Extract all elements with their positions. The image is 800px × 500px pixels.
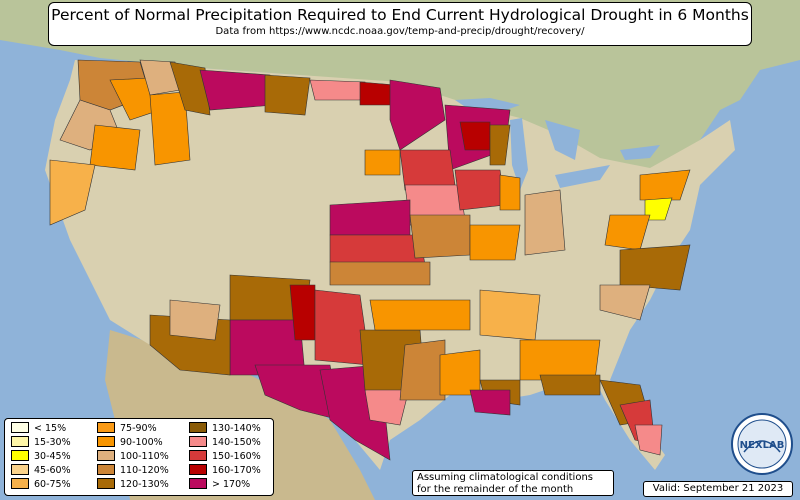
legend-item: 160-170%	[189, 464, 261, 477]
legend-item: 15-30%	[11, 436, 71, 449]
valid-date: Valid: September 21 2023	[643, 481, 793, 497]
legend-swatch	[189, 464, 207, 475]
legend-swatch	[189, 478, 207, 489]
legend-swatch	[189, 450, 207, 461]
legend-item: 60-75%	[11, 478, 71, 491]
legend-swatch	[11, 464, 29, 475]
legend-swatch	[11, 422, 29, 433]
legend-swatch	[11, 450, 29, 461]
note-line-2: for the remainder of the month	[417, 484, 574, 495]
legend-swatch	[97, 450, 115, 461]
svg-text:NEXLAB: NEXLAB	[740, 440, 785, 451]
legend-item: < 15%	[11, 422, 66, 435]
legend-swatch	[97, 422, 115, 433]
legend-swatch	[189, 436, 207, 447]
legend-item: 120-130%	[97, 478, 169, 491]
legend: < 15% 15-30% 30-45% 45-60% 60-75% 75-90%…	[4, 418, 274, 496]
legend-swatch	[11, 436, 29, 447]
legend-item: 150-160%	[189, 450, 261, 463]
legend-swatch	[97, 478, 115, 489]
note-line-1: Assuming climatological conditions	[417, 472, 593, 483]
title-box: Percent of Normal Precipitation Required…	[48, 2, 752, 46]
legend-item: > 170%	[189, 478, 250, 491]
drought-regions	[49, 59, 691, 461]
legend-item: 30-45%	[11, 450, 71, 463]
assumption-note: Assuming climatological conditions for t…	[412, 470, 614, 496]
legend-item: 140-150%	[189, 436, 261, 449]
legend-item: 45-60%	[11, 464, 71, 477]
legend-item: 90-100%	[97, 436, 163, 449]
legend-item: 75-90%	[97, 422, 157, 435]
legend-item: 110-120%	[97, 464, 169, 477]
legend-swatch	[189, 422, 207, 433]
legend-item: 130-140%	[189, 422, 261, 435]
map-title: Percent of Normal Precipitation Required…	[51, 6, 749, 24]
legend-item: 100-110%	[97, 450, 169, 463]
nexlab-logo-icon: NEXLAB	[731, 413, 793, 475]
map-subtitle: Data from https://www.ncdc.noaa.gov/temp…	[215, 26, 585, 37]
legend-swatch	[97, 436, 115, 447]
legend-swatch	[97, 464, 115, 475]
legend-swatch	[11, 478, 29, 489]
